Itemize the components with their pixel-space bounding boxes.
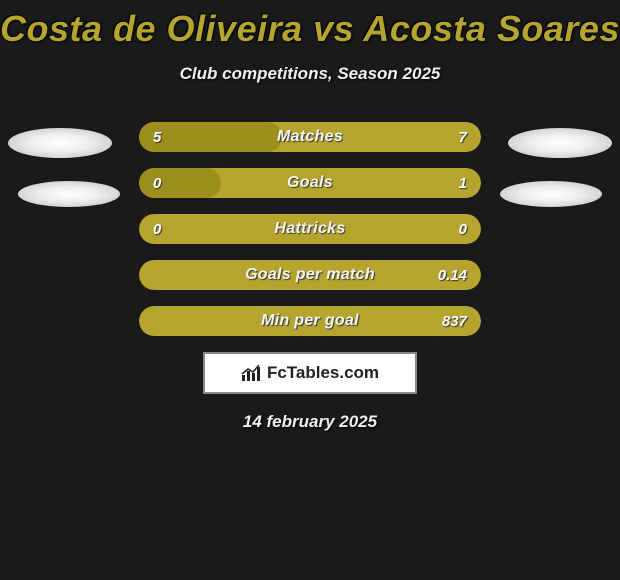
date-text: 14 february 2025 — [0, 394, 620, 432]
logo-box: FcTables.com — [203, 352, 417, 394]
stats-area: 5 Matches 7 0 Goals 1 0 Hattricks 0 Goal… — [0, 122, 620, 432]
stat-row-goals-per-match: Goals per match 0.14 — [139, 260, 481, 290]
player-right-badge-2 — [500, 181, 602, 207]
stat-value-right: 0.14 — [438, 260, 467, 290]
page-title: Costa de Oliveira vs Acosta Soares — [0, 0, 620, 50]
stat-label: Hattricks — [139, 214, 481, 244]
stat-value-right: 7 — [459, 122, 467, 152]
logo-text: FcTables.com — [267, 363, 379, 383]
stat-label: Min per goal — [139, 306, 481, 336]
stat-row-min-per-goal: Min per goal 837 — [139, 306, 481, 336]
stat-rows: 5 Matches 7 0 Goals 1 0 Hattricks 0 Goal… — [139, 122, 481, 336]
stat-row-matches: 5 Matches 7 — [139, 122, 481, 152]
stat-value-right: 837 — [442, 306, 467, 336]
stat-row-hattricks: 0 Hattricks 0 — [139, 214, 481, 244]
subtitle: Club competitions, Season 2025 — [0, 50, 620, 84]
stat-label: Matches — [139, 122, 481, 152]
stat-value-right: 0 — [459, 214, 467, 244]
bar-chart-icon — [241, 364, 263, 382]
stat-label: Goals — [139, 168, 481, 198]
player-left-badge-2 — [18, 181, 120, 207]
stat-label: Goals per match — [139, 260, 481, 290]
player-left-badge-1 — [8, 128, 112, 158]
stat-value-right: 1 — [459, 168, 467, 198]
stat-row-goals: 0 Goals 1 — [139, 168, 481, 198]
player-right-badge-1 — [508, 128, 612, 158]
